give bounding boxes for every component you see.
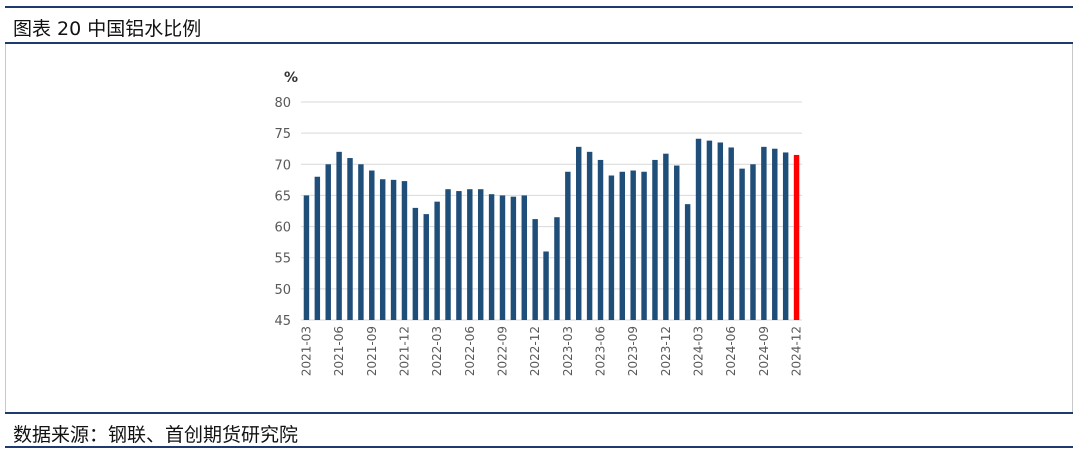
bar — [706, 140, 713, 320]
bar — [358, 164, 364, 320]
bar — [445, 189, 451, 320]
source-bar: 数据来源：钢联、首创期货研究院 — [5, 412, 1073, 448]
x-tick-label: 2021-03 — [299, 326, 313, 376]
x-tick-label: 2022-06 — [463, 326, 477, 376]
bar — [467, 189, 473, 320]
bar — [750, 164, 756, 320]
bar — [390, 179, 397, 320]
bar — [608, 175, 615, 320]
bar — [554, 217, 560, 320]
bar — [510, 196, 517, 320]
title-bar: 图表 20 中国铝水比例 — [5, 6, 1073, 44]
y-tick-label: 75 — [274, 127, 291, 142]
bar — [597, 159, 604, 320]
y-axis-unit: % — [284, 70, 298, 86]
x-tick-label: 2024-06 — [724, 326, 738, 376]
bar — [586, 151, 593, 320]
bar — [543, 251, 549, 320]
x-tick-label: 2023-03 — [561, 326, 575, 376]
y-tick-label: 70 — [274, 158, 291, 173]
bar — [499, 195, 506, 320]
bar — [641, 171, 647, 320]
bar — [761, 146, 767, 320]
y-tick-label: 45 — [274, 314, 291, 329]
bar — [532, 219, 538, 320]
x-tick-label: 2023-06 — [594, 326, 608, 376]
bar — [684, 204, 691, 320]
bar — [434, 201, 440, 320]
bar — [456, 191, 462, 320]
y-tick-label: 65 — [274, 189, 291, 204]
bar — [412, 207, 419, 320]
bar — [477, 189, 484, 320]
y-tick-label: 80 — [274, 96, 291, 111]
bar — [739, 168, 745, 320]
bar — [782, 152, 789, 320]
bar — [369, 170, 375, 320]
x-tick-label: 2022-03 — [430, 326, 444, 376]
bar — [401, 181, 408, 320]
bar — [314, 176, 321, 320]
bar — [303, 195, 310, 320]
x-tick-label: 2022-09 — [495, 326, 509, 376]
x-tick-label: 2024-03 — [692, 326, 706, 376]
y-tick-label: 60 — [274, 221, 291, 236]
x-tick-label: 2021-12 — [397, 326, 411, 376]
bar — [793, 154, 800, 320]
bar — [347, 158, 353, 320]
bar — [325, 164, 331, 320]
y-tick-label: 55 — [274, 252, 291, 267]
bar — [695, 138, 702, 320]
chart-title: 图表 20 中国铝水比例 — [13, 18, 202, 40]
y-tick-label: 50 — [274, 283, 291, 298]
x-tick-label: 2021-09 — [365, 326, 379, 376]
bar — [728, 147, 734, 320]
bar — [423, 214, 429, 320]
bar — [772, 148, 778, 320]
x-tick-label: 2023-12 — [659, 326, 673, 376]
x-tick-label: 2021-06 — [332, 326, 346, 376]
data-source: 数据来源：钢联、首创期货研究院 — [13, 424, 299, 446]
x-tick-label: 2024-09 — [757, 326, 771, 376]
bar — [674, 165, 680, 320]
chart-area: 45 50 55 60 65 70 75 80% 2021-03 2021-06 2021-09 20… — [5, 44, 1073, 412]
x-tick-label: 2023-09 — [626, 326, 640, 376]
bar — [630, 170, 636, 320]
chart-frame: 图表 20 中国铝水比例 45 50 55 60 65 70 75 80% 2021-03 202… — [5, 6, 1073, 448]
bar — [521, 195, 527, 320]
bar — [717, 142, 724, 320]
bar — [619, 171, 626, 320]
bar — [565, 171, 571, 320]
bar — [663, 153, 669, 320]
bar-chart: 45 50 55 60 65 70 75 80% 2021-03 2021-06 2021-09 20… — [274, 70, 804, 376]
bar — [576, 146, 582, 320]
bar — [379, 179, 386, 320]
bar — [488, 194, 495, 320]
x-tick-label: 2022-12 — [528, 326, 542, 376]
bar — [336, 151, 342, 320]
bar — [652, 159, 658, 320]
x-tick-label: 2024-12 — [790, 326, 804, 376]
